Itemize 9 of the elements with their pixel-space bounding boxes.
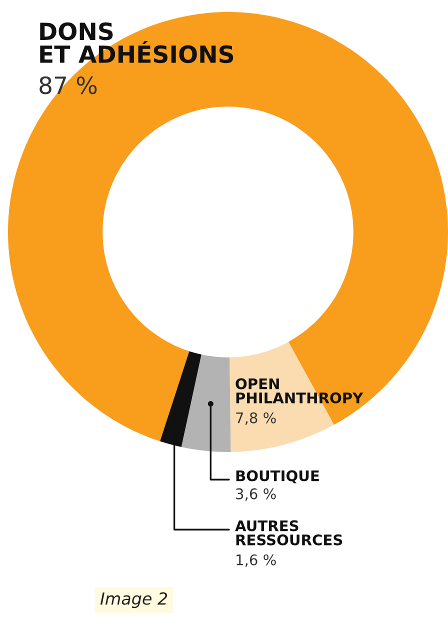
donut-slice xyxy=(181,354,231,452)
text: Image 2 xyxy=(100,592,168,608)
data-label: 3,6 % xyxy=(236,488,276,501)
donut-slice xyxy=(8,12,448,442)
data-label: 87 % xyxy=(40,76,97,94)
slice-label: BOUTIQUE xyxy=(236,470,319,484)
data-label: 1,6 % xyxy=(236,554,276,567)
slice-label: AUTRES RESSOURCES xyxy=(235,520,342,546)
data-label: 7,8 % xyxy=(236,412,276,425)
